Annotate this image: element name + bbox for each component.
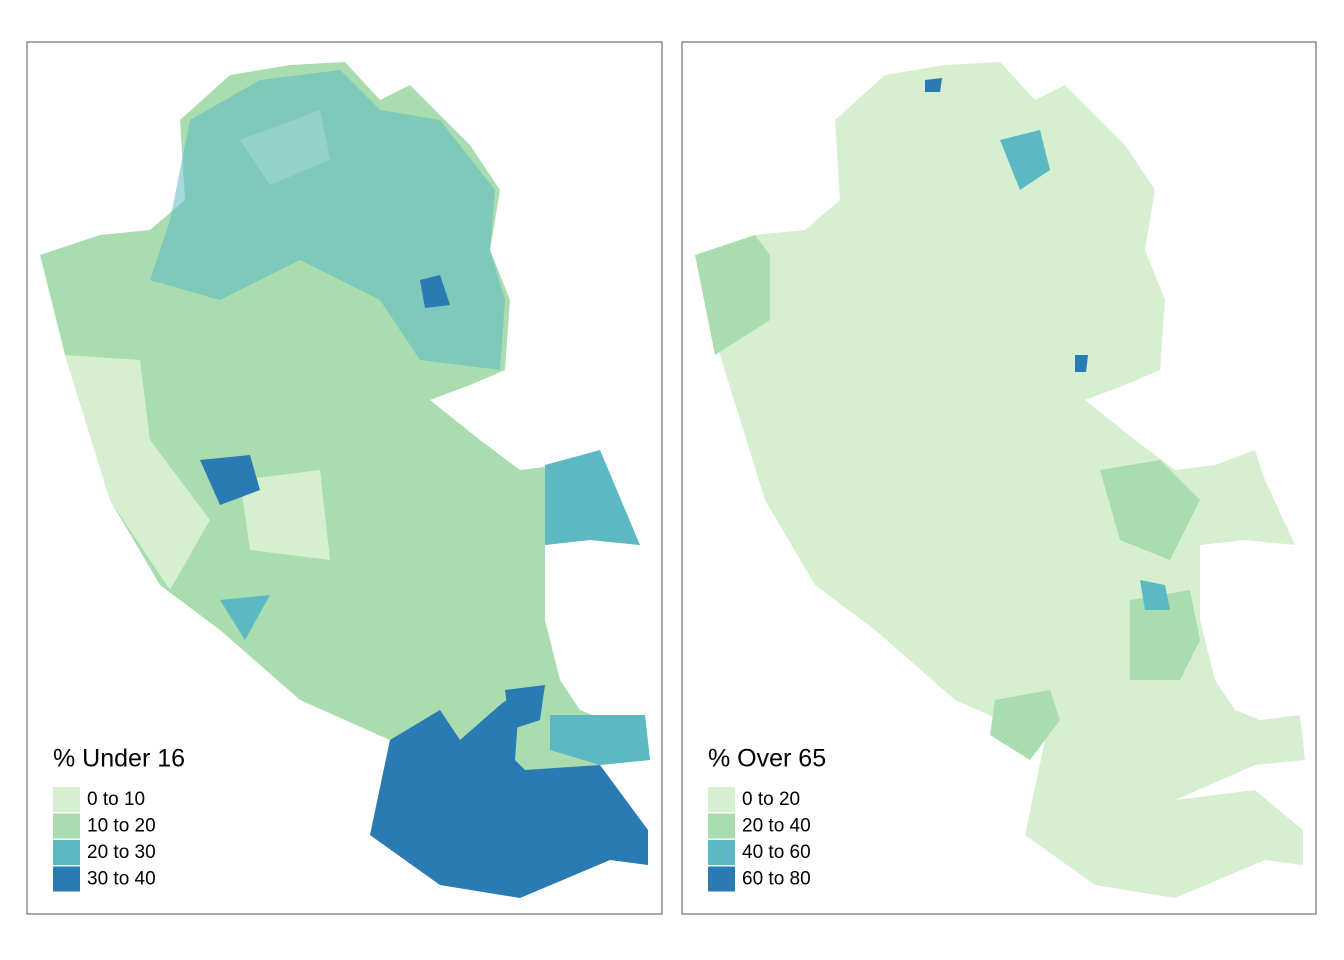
panel-right xyxy=(681,41,1317,915)
legend-swatch xyxy=(53,813,80,839)
region xyxy=(1075,355,1088,372)
region xyxy=(505,685,545,730)
region xyxy=(550,715,650,765)
legend-title: % Under 16 xyxy=(53,745,185,773)
region xyxy=(240,470,330,560)
legend-label: 0 to 10 xyxy=(87,789,145,810)
legend-label: 40 to 60 xyxy=(742,842,811,863)
legends: % Under 16 0 to 10 10 to 20 20 to 30 30 to 4… xyxy=(53,745,826,892)
legend-label: 30 to 40 xyxy=(87,869,156,890)
legend-swatch xyxy=(708,840,735,865)
legend-swatch xyxy=(53,787,80,812)
region xyxy=(1130,590,1200,680)
legend-swatch xyxy=(53,840,80,865)
region xyxy=(695,235,770,355)
legend-label: 0 to 20 xyxy=(742,789,800,810)
legend-swatch xyxy=(53,866,80,892)
legend-label: 20 to 40 xyxy=(742,816,811,837)
legend-swatch xyxy=(708,787,735,812)
region xyxy=(65,355,210,590)
region xyxy=(1140,580,1170,610)
region xyxy=(200,455,260,505)
legend-label: 10 to 20 xyxy=(87,816,156,837)
legend-swatch xyxy=(708,813,735,839)
region xyxy=(420,275,450,308)
region xyxy=(150,70,505,370)
legend-label: 20 to 30 xyxy=(87,842,156,863)
region xyxy=(925,78,942,92)
region xyxy=(220,595,270,640)
region xyxy=(545,450,640,545)
region xyxy=(990,690,1060,760)
legend-title: % Over 65 xyxy=(708,745,826,773)
region xyxy=(1000,130,1050,190)
legend-label: 60 to 80 xyxy=(742,869,811,890)
region xyxy=(1100,460,1200,560)
legend-swatch xyxy=(708,866,735,892)
region xyxy=(370,690,648,898)
panel-left xyxy=(26,41,663,915)
